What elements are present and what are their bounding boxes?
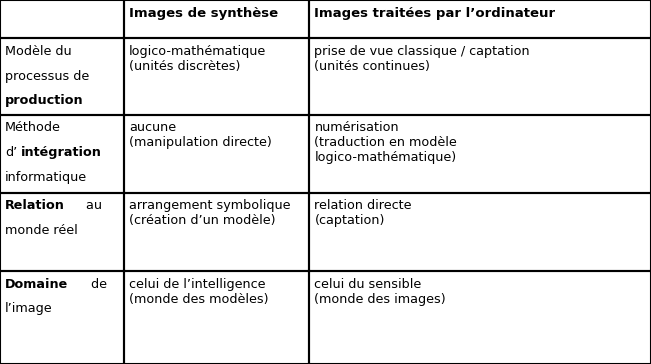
Text: de: de [87, 278, 107, 291]
Text: relation directe
(captation): relation directe (captation) [314, 199, 412, 228]
Text: processus de: processus de [5, 70, 89, 83]
Text: prise de vue classique / captation
(unités continues): prise de vue classique / captation (unit… [314, 45, 530, 73]
Text: intégration: intégration [21, 146, 102, 159]
Text: Images traitées par l’ordinateur: Images traitées par l’ordinateur [314, 7, 555, 20]
Text: Images de synthèse: Images de synthèse [129, 7, 278, 20]
Text: d’: d’ [5, 146, 18, 159]
Text: Domaine: Domaine [5, 278, 68, 291]
Text: Relation: Relation [5, 199, 65, 213]
Text: arrangement symbolique
(création d’un modèle): arrangement symbolique (création d’un mo… [129, 199, 290, 228]
Text: production: production [5, 94, 84, 107]
Text: aucune
(manipulation directe): aucune (manipulation directe) [129, 121, 271, 149]
Text: logico-mathématique
(unités discrètes): logico-mathématique (unités discrètes) [129, 45, 266, 73]
Text: informatique: informatique [5, 171, 87, 184]
Text: monde réel: monde réel [5, 224, 78, 237]
Text: l’image: l’image [5, 302, 53, 316]
Text: au: au [83, 199, 102, 213]
Text: celui du sensible
(monde des images): celui du sensible (monde des images) [314, 278, 446, 306]
Text: Modèle du: Modèle du [5, 45, 72, 58]
Text: Méthode: Méthode [5, 121, 61, 134]
Text: celui de l’intelligence
(monde des modèles): celui de l’intelligence (monde des modèl… [129, 278, 268, 306]
Text: numérisation
(traduction en modèle
logico-mathématique): numérisation (traduction en modèle logic… [314, 121, 457, 164]
